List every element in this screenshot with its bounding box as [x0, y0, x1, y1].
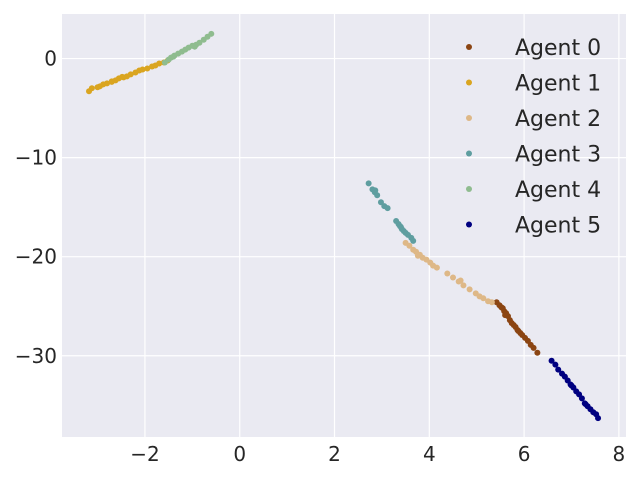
y-tick-label: −10 [15, 146, 57, 170]
data-point [460, 282, 467, 289]
y-axis-ticks: 0 −10 −20 −30 [15, 47, 57, 368]
data-point [568, 382, 575, 389]
y-tick-label: 0 [44, 47, 57, 71]
data-point [119, 73, 126, 80]
legend-label: Agent 4 [515, 178, 601, 203]
data-point [450, 274, 457, 281]
data-point [88, 85, 95, 92]
data-point [578, 395, 585, 402]
data-point [488, 299, 495, 306]
data-point [372, 187, 379, 194]
legend-label: Agent 1 [515, 72, 601, 97]
legend-marker [466, 44, 472, 50]
x-axis-ticks: −2 0 2 4 6 8 [130, 442, 625, 466]
data-point [595, 415, 602, 422]
data-point [406, 242, 413, 249]
legend-marker [466, 150, 472, 157]
data-point [208, 30, 215, 37]
data-point [515, 328, 522, 335]
data-point [534, 349, 541, 356]
data-point [444, 270, 451, 277]
data-point [108, 78, 115, 85]
data-point [156, 60, 163, 67]
data-point [191, 43, 198, 50]
y-tick-label: −30 [15, 344, 57, 368]
x-tick-label: 0 [233, 442, 246, 466]
data-point [410, 237, 417, 244]
data-point [144, 65, 151, 72]
data-point [374, 192, 381, 199]
data-points [86, 30, 602, 422]
data-point [414, 252, 421, 259]
data-point [466, 286, 473, 293]
data-point [104, 80, 111, 87]
legend-marker [466, 79, 472, 86]
x-tick-label: 6 [518, 442, 531, 466]
x-tick-label: 4 [423, 442, 436, 466]
x-tick-label: −2 [130, 442, 159, 466]
plot-area [62, 14, 626, 437]
data-point [170, 53, 177, 60]
data-point [139, 66, 146, 73]
legend-label: Agent 2 [515, 107, 601, 132]
data-point [457, 277, 464, 284]
data-point [530, 344, 537, 351]
data-point [582, 401, 589, 408]
legend-label: Agent 5 [515, 214, 601, 239]
legend-marker [466, 221, 472, 228]
data-point [502, 312, 509, 319]
x-tick-label: 2 [328, 442, 341, 466]
data-point [555, 366, 562, 373]
data-point [196, 39, 203, 46]
data-point [480, 295, 487, 302]
data-point [433, 264, 440, 271]
y-tick-label: −20 [15, 245, 57, 269]
data-point [548, 357, 555, 364]
grid-lines [62, 14, 626, 437]
legend-label: Agent 3 [515, 143, 601, 168]
data-point [397, 223, 404, 230]
x-tick-label: 8 [613, 442, 626, 466]
legend-marker [466, 186, 472, 192]
data-point [552, 361, 559, 368]
legend-marker [466, 115, 472, 121]
data-point [377, 199, 384, 206]
data-point [127, 71, 134, 78]
legend-label: Agent 0 [515, 36, 601, 61]
data-point [384, 205, 391, 212]
data-point [365, 180, 372, 187]
legend: Agent 0 Agent 1 Agent 2 Agent 3 Agent 4 Agent… [466, 36, 601, 239]
